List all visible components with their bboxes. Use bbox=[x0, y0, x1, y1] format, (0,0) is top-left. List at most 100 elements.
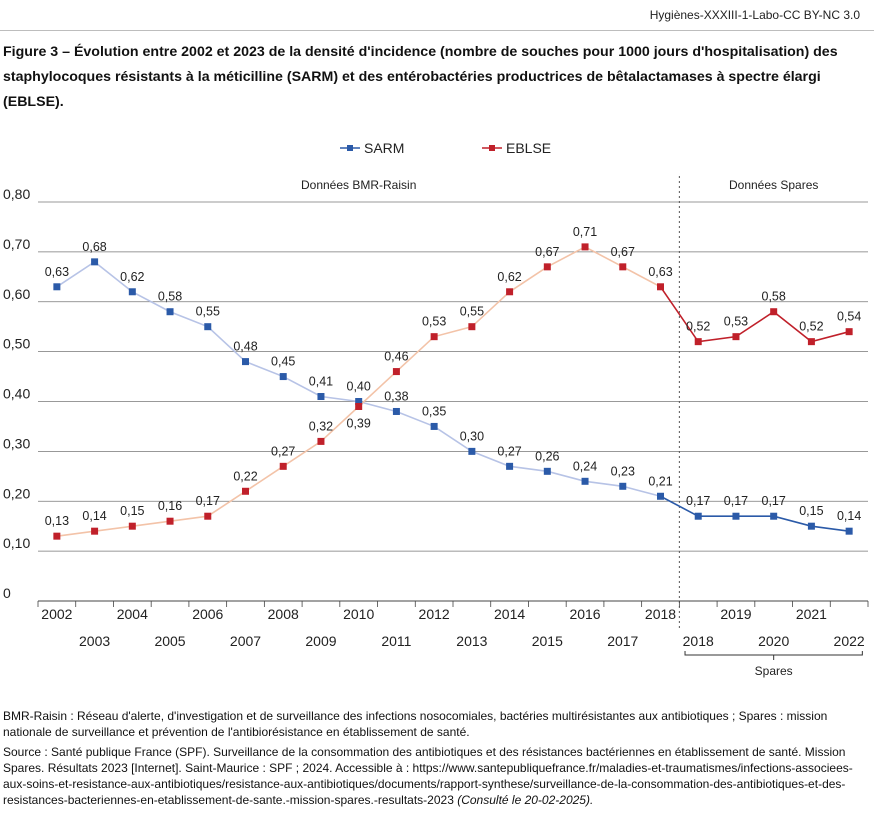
x-tick-label: 2002 bbox=[41, 606, 72, 622]
data-label-eblse: 0,63 bbox=[648, 265, 672, 279]
x-tick-label: 2018 bbox=[645, 606, 676, 622]
data-label-sarm: 0,17 bbox=[724, 494, 748, 508]
y-axis: 0 0,10 0,20 0,30 0,40 0,50 0,60 0,70 0,80 bbox=[3, 186, 30, 601]
data-point-eblse bbox=[317, 437, 325, 445]
data-point-sarm bbox=[430, 422, 438, 430]
data-label-sarm: 0,41 bbox=[309, 375, 333, 389]
data-point-sarm bbox=[355, 398, 363, 405]
data-point-eblse bbox=[845, 328, 853, 336]
data-point-sarm bbox=[657, 492, 664, 500]
x-tick-label: 2005 bbox=[154, 633, 185, 649]
data-label-sarm: 0,27 bbox=[497, 444, 521, 458]
data-point-eblse bbox=[732, 333, 740, 341]
data-point-eblse bbox=[204, 512, 212, 520]
data-point-eblse bbox=[430, 333, 438, 341]
data-point-sarm bbox=[732, 512, 740, 520]
legend-marker bbox=[489, 145, 495, 151]
data-label-sarm: 0,35 bbox=[422, 404, 446, 418]
data-label-eblse: 0,62 bbox=[497, 270, 521, 284]
data-label-eblse: 0,71 bbox=[573, 225, 597, 239]
data-point-eblse bbox=[242, 487, 249, 495]
data-label-sarm: 0,68 bbox=[82, 240, 106, 254]
x-tick-label: 2006 bbox=[192, 606, 223, 622]
figure-title: Figure 3 – Évolution entre 2002 et 2023 … bbox=[3, 44, 838, 110]
data-label-eblse: 0,16 bbox=[158, 499, 182, 513]
data-point-sarm bbox=[242, 358, 249, 366]
data-point-sarm bbox=[204, 323, 212, 331]
data-point-sarm bbox=[770, 512, 778, 520]
data-label-sarm: 0,58 bbox=[158, 290, 182, 304]
data-point-eblse bbox=[166, 517, 174, 525]
x-tick-label: 2019 bbox=[720, 606, 751, 622]
data-label-eblse: 0,39 bbox=[347, 416, 371, 430]
series-line-eblse-spares bbox=[659, 286, 850, 343]
data-point-eblse bbox=[355, 402, 363, 410]
x-axis: 2002 2003 2004 2005 2006 2007 2008 2009 2010 2011… bbox=[37, 601, 869, 678]
x-tick-label: 2014 bbox=[494, 606, 525, 622]
data-point-sarm bbox=[845, 527, 853, 535]
chart-gridlines bbox=[38, 201, 868, 602]
period-label: Données BMR-Raisin bbox=[301, 178, 416, 192]
data-label-eblse: 0,27 bbox=[271, 444, 295, 458]
data-point-eblse bbox=[128, 522, 136, 530]
y-tick-label: 0,70 bbox=[3, 236, 30, 252]
data-point-sarm bbox=[128, 288, 136, 296]
x-tick-label: 2003 bbox=[79, 633, 110, 649]
data-label-sarm: 0,14 bbox=[837, 509, 861, 523]
data-point-sarm bbox=[166, 308, 174, 316]
data-point-sarm bbox=[807, 522, 815, 530]
period-annotations: Données BMR-Raisin Données Spares bbox=[301, 176, 818, 628]
data-point-eblse bbox=[506, 288, 514, 296]
y-tick-label: 0,10 bbox=[3, 535, 30, 551]
data-point-sarm bbox=[506, 462, 514, 470]
x-tick-label: 2017 bbox=[607, 633, 638, 649]
consulted-date: (Consulté le 20-02-2025). bbox=[457, 793, 594, 807]
data-point-sarm bbox=[91, 258, 99, 266]
data-label-eblse: 0,54 bbox=[837, 310, 861, 324]
series-markers bbox=[53, 243, 853, 540]
data-label-eblse: 0,58 bbox=[762, 290, 786, 304]
spares-bracket bbox=[684, 651, 863, 656]
x-tick-label: 2021 bbox=[796, 606, 827, 622]
x-tick-label: 2015 bbox=[532, 633, 563, 649]
y-tick-label: 0,30 bbox=[3, 435, 30, 451]
data-label-eblse: 0,67 bbox=[535, 245, 559, 259]
y-tick-label: 0,40 bbox=[3, 386, 30, 402]
data-label-sarm: 0,30 bbox=[460, 429, 484, 443]
y-tick-label: 0,60 bbox=[3, 286, 30, 302]
data-label-sarm: 0,38 bbox=[384, 389, 408, 403]
data-point-eblse bbox=[279, 462, 287, 470]
data-labels: 0,63 0,68 0,62 0,58 0,55 0,48 0,45 0,41 0,40 0,38… bbox=[45, 225, 862, 528]
data-point-sarm bbox=[543, 467, 551, 475]
data-point-sarm bbox=[53, 283, 61, 291]
data-label-sarm: 0,26 bbox=[535, 449, 559, 463]
data-label-eblse: 0,17 bbox=[196, 494, 220, 508]
data-label-eblse: 0,55 bbox=[460, 305, 484, 319]
y-tick-label: 0,80 bbox=[3, 186, 30, 202]
header-divider bbox=[0, 30, 874, 31]
data-label-eblse: 0,52 bbox=[799, 320, 823, 334]
x-tick-label: 2013 bbox=[456, 633, 487, 649]
data-point-eblse bbox=[619, 263, 627, 271]
x-tick-label: 2016 bbox=[569, 606, 600, 622]
data-point-eblse bbox=[53, 532, 61, 540]
data-label-sarm: 0,40 bbox=[347, 380, 371, 394]
data-label-eblse: 0,15 bbox=[120, 504, 144, 518]
data-point-sarm bbox=[392, 407, 400, 415]
x-tick-label: 2020 bbox=[758, 633, 789, 649]
data-label-eblse: 0,52 bbox=[686, 320, 710, 334]
x-tick-label: 2004 bbox=[117, 606, 148, 622]
data-label-eblse: 0,46 bbox=[384, 350, 408, 364]
source-tag: Hygiènes-XXXIII-1-Labo-CC BY-NC 3.0 bbox=[649, 8, 860, 22]
period-label: Données Spares bbox=[729, 178, 818, 192]
y-tick-label: 0,20 bbox=[3, 485, 30, 501]
legend-label: SARM bbox=[364, 140, 404, 156]
x-tick-label: 2008 bbox=[268, 606, 299, 622]
x-tick-label: 2007 bbox=[230, 633, 261, 649]
legend-label: EBLSE bbox=[506, 140, 551, 156]
x-tick-label: 2022 bbox=[834, 633, 865, 649]
data-label-eblse: 0,67 bbox=[611, 245, 635, 259]
y-tick-label: 0 bbox=[3, 585, 11, 601]
data-point-eblse bbox=[581, 243, 589, 251]
data-label-sarm: 0,15 bbox=[799, 504, 823, 518]
